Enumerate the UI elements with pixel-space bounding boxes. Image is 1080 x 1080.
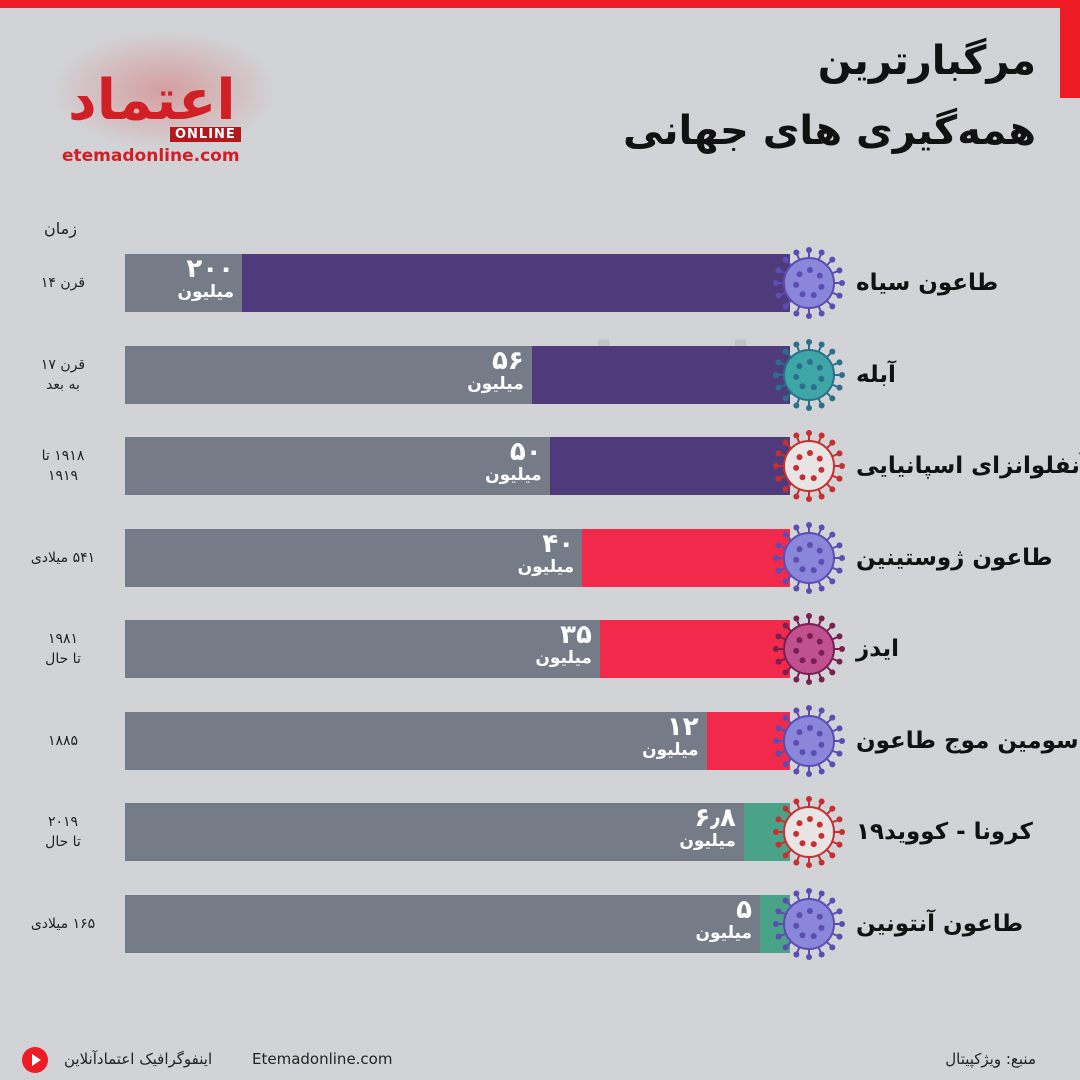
time-column-header: زمان bbox=[44, 219, 77, 238]
bar bbox=[599, 620, 790, 678]
data-label-value: ۵۶ bbox=[491, 345, 524, 376]
data-label-value: ۶٫۸ bbox=[694, 803, 736, 833]
data-label-value: ۵۰ bbox=[509, 437, 542, 467]
data-label: ۱۲ میلیون bbox=[642, 714, 699, 759]
data-label-value: ۲۰۰ bbox=[186, 254, 234, 284]
bar-track: ۵ میلیون bbox=[125, 894, 790, 953]
virus-purple-icon bbox=[773, 887, 845, 960]
play-icon[interactable] bbox=[22, 1047, 48, 1073]
bar-track: ۵۶ میلیون bbox=[125, 345, 790, 404]
time-period: ۱۹۱۸ تا ۱۹۱۹ bbox=[41, 448, 85, 484]
data-label-value: ۴۰ bbox=[542, 528, 575, 559]
world-map-icon bbox=[50, 30, 280, 150]
data-label-unit: میلیون bbox=[535, 648, 592, 668]
category-label: طاعون آنتونین bbox=[856, 910, 1024, 937]
category-label: طاعون ژوستینین bbox=[856, 544, 1053, 571]
footer-credit: اینفوگرافیک اعتمادآنلاین bbox=[64, 1050, 213, 1068]
data-label: ۵۶ میلیون bbox=[467, 348, 524, 393]
category-label: ایدز bbox=[856, 636, 900, 662]
virus-red-icon bbox=[773, 796, 845, 868]
footer-site[interactable]: Etemadonline.com bbox=[252, 1050, 393, 1068]
logo-url: etemadonline.com bbox=[62, 146, 240, 166]
data-label-value: ۳۵ bbox=[560, 620, 592, 650]
logo-badge: ONLINE bbox=[170, 127, 241, 142]
bar-track: ۳۵ میلیون bbox=[125, 620, 790, 678]
title-accent-tab bbox=[1060, 0, 1080, 98]
virus-teal-icon bbox=[773, 338, 845, 411]
category-label: آنفلوانزای اسپانیایی bbox=[856, 453, 1080, 479]
bar-track: ۶٫۸ میلیون bbox=[125, 803, 790, 861]
time-period: ۱۸۸۵ bbox=[47, 732, 79, 749]
time-period: قرن ۱۴ bbox=[40, 275, 86, 291]
bar bbox=[582, 528, 790, 587]
virus-pink-icon bbox=[773, 613, 845, 685]
bar-track: ۲۰۰ میلیون bbox=[125, 254, 790, 312]
page-title-line1: مرگبارترین bbox=[817, 38, 1036, 84]
virus-red-icon bbox=[773, 430, 845, 502]
virus-purple-icon bbox=[773, 247, 845, 319]
top-accent-bar bbox=[0, 0, 1080, 8]
time-period: ۵۴۱ میلادی bbox=[30, 549, 96, 566]
source-note: منبع: ویژکپیتال bbox=[945, 1050, 1036, 1068]
data-label-value: ۱۲ bbox=[666, 711, 699, 742]
bar bbox=[242, 254, 790, 312]
data-label-unit: میلیون bbox=[642, 739, 699, 760]
data-label-unit: میلیون bbox=[485, 465, 542, 485]
page-title-line2: همه‌گیری های جهانی bbox=[623, 108, 1036, 154]
category-label: آبله bbox=[856, 361, 896, 388]
data-label: ۲۰۰ میلیون bbox=[177, 256, 234, 301]
data-label: ۴۰ میلیون bbox=[518, 531, 575, 576]
bar-track: ۱۲ میلیون bbox=[125, 711, 790, 770]
data-label: ۶٫۸ میلیون bbox=[679, 805, 736, 850]
category-label: طاعون سیاه bbox=[856, 270, 999, 296]
data-label-unit: میلیون bbox=[679, 831, 736, 851]
time-period: ۱۹۸۱ تا حال bbox=[45, 631, 81, 667]
virus-purple-icon bbox=[773, 521, 845, 594]
logo-wordmark: اعتماد bbox=[68, 68, 238, 133]
category-label: سومین موج طاعون bbox=[856, 727, 1079, 754]
data-label-unit: میلیون bbox=[467, 373, 524, 394]
bar-track: ۵۰ میلیون bbox=[125, 437, 790, 495]
virus-purple-icon bbox=[773, 704, 845, 777]
category-label: کرونا - کووید۱۹ bbox=[856, 819, 1033, 845]
brand-logo: اعتماد ONLINE etemadonline.com bbox=[50, 30, 280, 180]
data-label: ۵۰ میلیون bbox=[485, 439, 542, 484]
time-period: قرن ۱۷ به بعد bbox=[40, 356, 86, 393]
data-label-unit: میلیون bbox=[517, 556, 575, 577]
bar bbox=[549, 437, 790, 495]
data-label: ۵ میلیون bbox=[695, 897, 752, 942]
time-period: ۲۰۱۹ تا حال bbox=[45, 814, 81, 850]
bar bbox=[531, 345, 790, 404]
time-period: ۱۶۵ میلادی bbox=[30, 915, 96, 932]
data-label-value: ۵ bbox=[736, 894, 752, 925]
data-label: ۳۵ میلیون bbox=[535, 622, 592, 667]
data-label-unit: میلیون bbox=[695, 922, 752, 943]
bar-track: ۴۰ میلیون bbox=[125, 528, 790, 587]
data-label-unit: میلیون bbox=[177, 282, 234, 302]
